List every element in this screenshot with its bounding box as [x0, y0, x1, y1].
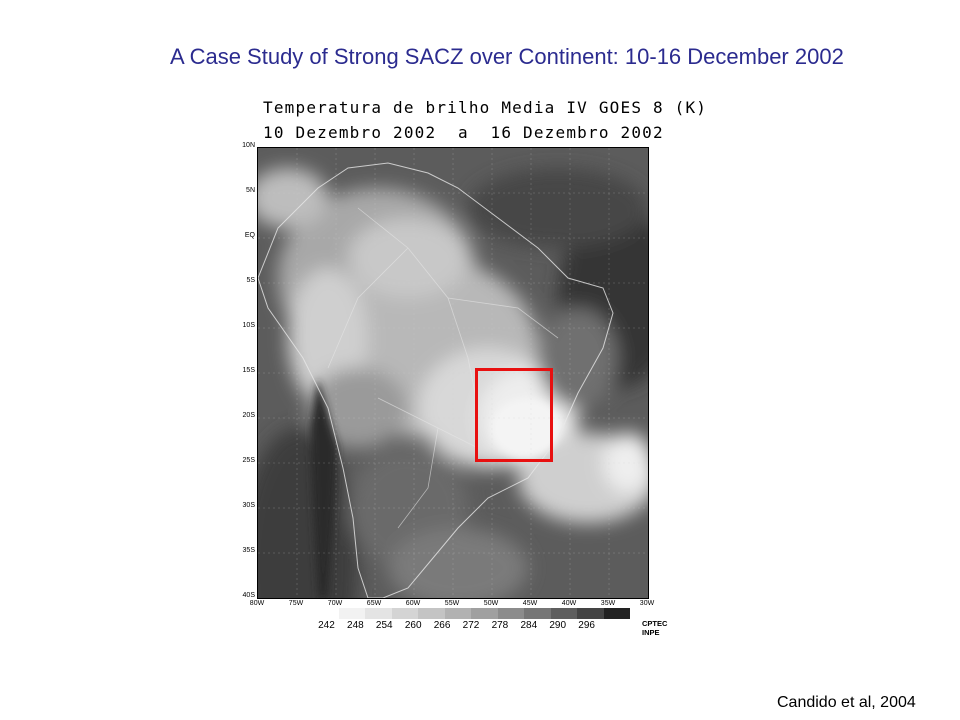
- lat-label: 25S: [242, 457, 255, 464]
- lon-label: 30W: [639, 600, 655, 607]
- colorbar-label: 260: [404, 620, 422, 631]
- lat-label: 30S: [242, 502, 255, 509]
- lon-label: 40W: [561, 600, 577, 607]
- lon-label: 65W: [366, 600, 382, 607]
- lon-label: 35W: [600, 600, 616, 607]
- colorbar-swatch: [418, 608, 445, 619]
- lon-label: 80W: [249, 600, 265, 607]
- lon-label: 60W: [405, 600, 421, 607]
- colorbar-label: 284: [520, 620, 538, 631]
- lon-label: 50W: [483, 600, 499, 607]
- colorbar-swatch: [524, 608, 551, 619]
- lon-label: 55W: [444, 600, 460, 607]
- colorbar-label: 248: [347, 620, 364, 631]
- colorbar-swatch: [391, 608, 418, 619]
- lon-label: 75W: [288, 600, 304, 607]
- colorbar-label: 278: [491, 620, 509, 631]
- lat-label: 40S: [242, 592, 255, 599]
- colorbar-label: 290: [549, 620, 567, 631]
- colorbar-label: 272: [462, 620, 480, 631]
- colorbar-swatch: [312, 608, 339, 619]
- sacz-highlight-box: [475, 367, 554, 462]
- colorbar-label: 296: [578, 620, 595, 631]
- lat-label: 15S: [242, 367, 255, 374]
- lat-label: EQ: [244, 232, 255, 239]
- colorbar: [312, 608, 630, 619]
- logo-cptec: CPTEC: [642, 619, 668, 628]
- lat-label: 20S: [242, 412, 255, 419]
- colorbar-label: 242: [318, 620, 335, 631]
- brightness-temperature-map: [257, 147, 649, 599]
- lat-label: 10N: [242, 142, 255, 149]
- lat-label: 5N: [246, 187, 255, 194]
- lat-label: 5S: [246, 277, 255, 284]
- slide-title: A Case Study of Strong SACZ over Contine…: [170, 44, 844, 69]
- lat-label: 10S: [242, 322, 255, 329]
- map-title-line2: 10 Dezembro 2002 a 16 Dezembro 2002: [263, 123, 664, 142]
- colorbar-label: 254: [375, 620, 393, 631]
- lat-label: 35S: [242, 547, 255, 554]
- colorbar-label: 266: [433, 620, 451, 631]
- map-title-line1: Temperatura de brilho Media IV GOES 8 (K…: [263, 98, 708, 117]
- credit-text: Candido et al, 2004: [777, 694, 916, 711]
- lon-label: 70W: [327, 600, 343, 607]
- colorbar-swatch: [577, 608, 604, 619]
- colorbar-swatch: [365, 608, 392, 619]
- colorbar-swatch: [497, 608, 524, 619]
- colorbar-swatch: [338, 608, 365, 619]
- lon-label: 45W: [522, 600, 538, 607]
- colorbar-swatch: [471, 608, 498, 619]
- logo-inpe: INPE: [642, 628, 660, 637]
- colorbar-swatch: [444, 608, 471, 619]
- colorbar-swatch: [550, 608, 577, 619]
- colorbar-swatch: [603, 608, 630, 619]
